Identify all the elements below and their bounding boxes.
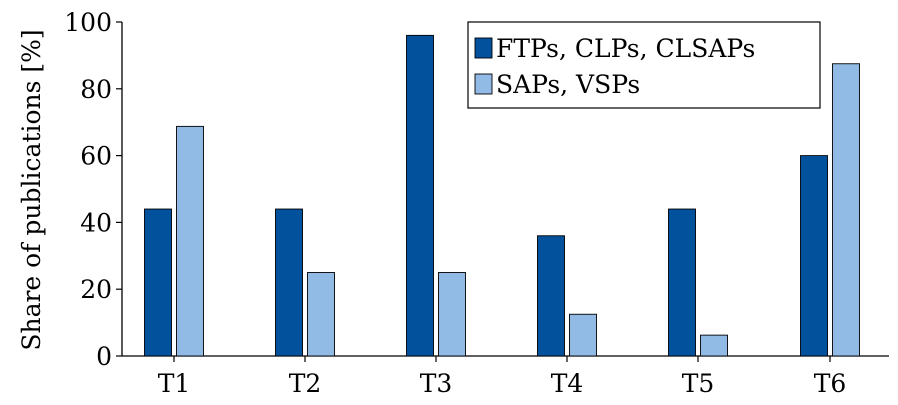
bar-series-1-t3 bbox=[406, 34, 434, 357]
legend-box bbox=[467, 21, 821, 109]
bar-series-2-t4 bbox=[569, 313, 597, 357]
bar-series-2-t3 bbox=[438, 272, 466, 357]
x-tick-label: T3 bbox=[420, 369, 453, 398]
legend-label: SAPs, VSPs bbox=[496, 70, 640, 99]
y-tick-label: 20 bbox=[80, 275, 112, 304]
x-tick-label: T2 bbox=[289, 369, 322, 398]
bar-series-1-t1 bbox=[144, 208, 172, 357]
x-tick-label: T5 bbox=[682, 369, 715, 398]
x-tick-label: T4 bbox=[551, 369, 584, 398]
bar-series-1-t6 bbox=[800, 155, 828, 357]
legend-swatch bbox=[474, 73, 493, 95]
bar-series-2-t1 bbox=[176, 125, 204, 357]
y-tick-label: 80 bbox=[80, 75, 112, 104]
axes: 0 20 40 60 80 100 T1 T2 T3 T4 T5 T6 bbox=[64, 8, 889, 398]
x-tick-label: T1 bbox=[158, 369, 191, 398]
legend: FTPs, CLPs, CLSAPs SAPs, VSPs bbox=[467, 21, 821, 109]
y-tick-label: 100 bbox=[64, 8, 112, 37]
legend-label: FTPs, CLPs, CLSAPs bbox=[496, 34, 755, 63]
bars bbox=[144, 34, 860, 357]
y-tick-label: 60 bbox=[80, 142, 112, 171]
bar-series-2-t6 bbox=[832, 63, 860, 357]
y-axis-label: Share of publications [%] bbox=[17, 29, 46, 350]
legend-swatch bbox=[474, 37, 493, 59]
bar-series-1-t4 bbox=[537, 235, 565, 357]
bar-series-1-t5 bbox=[668, 208, 696, 357]
y-tick-label: 40 bbox=[80, 208, 112, 237]
bar-series-2-t5 bbox=[700, 334, 728, 357]
bar-series-1-t2 bbox=[275, 208, 303, 357]
x-tick-label: T6 bbox=[814, 369, 847, 398]
bar-series-2-t2 bbox=[307, 272, 335, 357]
y-tick-label: 0 bbox=[96, 342, 112, 371]
